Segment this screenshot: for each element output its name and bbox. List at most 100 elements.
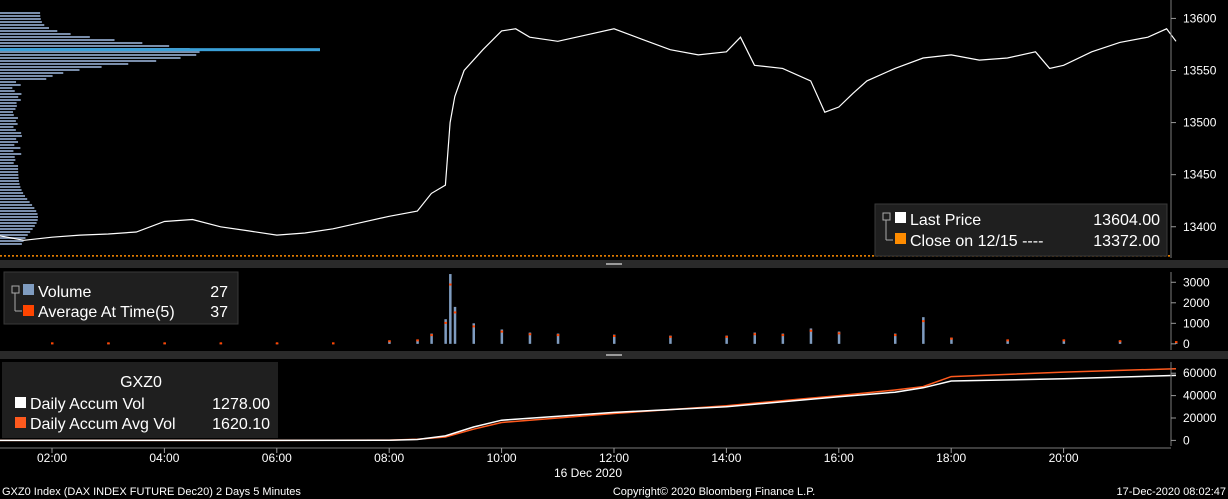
- average-at-time-dot: [669, 336, 672, 338]
- volume-profile-bar: [0, 15, 40, 17]
- volume-profile-bar: [0, 93, 21, 95]
- average-at-time-dot: [107, 342, 110, 344]
- volume-profile-bar: [0, 24, 44, 26]
- volume-tick-label: 0: [1183, 337, 1190, 351]
- close-swatch-icon: [895, 233, 906, 244]
- accum-avg-swatch-icon: [15, 417, 26, 428]
- volume-profile-bar: [0, 207, 34, 209]
- volume-profile-bar: [0, 159, 15, 161]
- avg-swatch-icon: [23, 305, 34, 316]
- footer-timestamp: 17-Dec-2020 08:02:47: [1117, 486, 1226, 498]
- volume-profile-bar: [0, 204, 32, 206]
- volume-profile-bar: [0, 219, 38, 221]
- volume-profile-bar: [0, 156, 15, 158]
- average-at-time-dot: [1063, 339, 1066, 341]
- volume-profile-bar: [0, 30, 57, 32]
- volume-profile-bar: [0, 69, 79, 71]
- volume-profile-bar: [0, 162, 14, 164]
- volume-profile-bar: [0, 147, 20, 149]
- volume-profile-bar: [0, 33, 71, 35]
- volume-profile-bar: [0, 198, 27, 200]
- volume-profile-bar: [0, 54, 196, 56]
- footer-security: GXZ0 Index (DAX INDEX FUTURE Dec20) 2 Da…: [2, 486, 301, 498]
- volume-profile-bar: [0, 102, 17, 104]
- accum-swatch-icon: [15, 397, 26, 408]
- accum-value: 1278.00: [212, 396, 270, 413]
- average-at-time-dot: [782, 334, 785, 336]
- volume-profile-bar: [0, 78, 46, 80]
- volume-profile-bar: [0, 60, 156, 62]
- last-price-label: Last Price: [910, 212, 981, 229]
- average-at-time-dot: [894, 334, 897, 336]
- time-tick-label: 14:00: [711, 451, 741, 465]
- volume-profile-bar: [0, 231, 30, 233]
- accumulated-legend[interactable]: GXZ0 Daily Accum Vol 1278.00 Daily Accum…: [2, 362, 278, 438]
- time-tick-label: 04:00: [149, 451, 179, 465]
- volume-profile-bar: [0, 123, 18, 125]
- average-at-time-dot: [950, 338, 953, 340]
- volume-profile-bar: [0, 66, 102, 68]
- volume-profile-bar: [0, 141, 18, 143]
- volume-profile-bar: [0, 117, 18, 119]
- price-legend[interactable]: Last Price 13604.00 Close on 12/15 ---- …: [875, 204, 1167, 256]
- date-label: 16 Dec 2020: [554, 466, 622, 480]
- volume-profile-bar: [0, 183, 20, 185]
- time-tick-label: 06:00: [262, 451, 292, 465]
- volume-profile-bar: [0, 180, 19, 182]
- volume-profile-bar: [0, 240, 24, 242]
- last-price-value: 13604.00: [1093, 212, 1160, 229]
- volume-profile-bar: [0, 114, 14, 116]
- time-tick-label: 10:00: [487, 451, 517, 465]
- volume-profile-bar: [0, 201, 30, 203]
- average-at-time-dot: [220, 342, 223, 344]
- volume-tick-label: 1000: [1183, 316, 1210, 330]
- volume-profile-bar: [0, 57, 181, 59]
- volume-profile-bar: [0, 87, 12, 89]
- volume-profile-bar: [0, 144, 14, 146]
- volume-profile-bar: [0, 90, 15, 92]
- average-at-time-dot: [449, 284, 452, 286]
- time-tick-label: 20:00: [1049, 451, 1079, 465]
- average-at-time-dot: [613, 335, 616, 337]
- volume-profile-bar: [0, 174, 18, 176]
- volume-profile-bar: [0, 108, 15, 110]
- volume-profile-bar: [0, 186, 20, 188]
- volume-profile-bar: [0, 105, 17, 107]
- accumulated-tick-label: 20000: [1183, 411, 1217, 425]
- volume-swatch-icon: [23, 284, 34, 295]
- volume-profile-bar: [0, 171, 18, 173]
- volume-profile-bar: [0, 243, 22, 245]
- volume-profile-bar: [0, 42, 142, 44]
- volume-value: 27: [210, 284, 228, 301]
- volume-profile-bar: [0, 72, 63, 74]
- time-tick-label: 02:00: [37, 451, 67, 465]
- volume-profile-peak-bar: [0, 48, 320, 51]
- volume-profile-bar: [0, 210, 36, 212]
- average-at-time-dot: [501, 331, 504, 333]
- average-at-time-dot: [725, 336, 728, 338]
- volume-profile-bar: [0, 126, 13, 128]
- volume-profile-bar: [0, 21, 42, 23]
- volume-profile-bar: [0, 138, 16, 140]
- volume-legend[interactable]: Volume 27 Average At Time(5) 37: [4, 272, 238, 324]
- avg-label: Average At Time(5): [38, 304, 175, 321]
- average-at-time-dot: [754, 333, 757, 335]
- average-at-time-dot: [557, 334, 560, 336]
- volume-profile-bar: [0, 153, 21, 155]
- volume-profile-bar: [0, 120, 16, 122]
- close-label: Close on 12/15 ----: [910, 233, 1043, 250]
- avg-value: 37: [210, 304, 228, 321]
- average-at-time-dot: [430, 334, 433, 336]
- volume-profile-bar: [0, 132, 21, 134]
- price-tick-label: 13550: [1183, 64, 1217, 78]
- average-at-time-dot: [454, 311, 457, 313]
- footer-copyright: Copyright© 2020 Bloomberg Finance L.P.: [613, 486, 815, 498]
- close-value: 13372.00: [1093, 233, 1160, 250]
- volume-profile-bar: [0, 225, 35, 227]
- volume-profile-bar: [0, 51, 200, 53]
- volume-profile-bar: [0, 189, 22, 191]
- average-at-time-dot: [922, 320, 925, 322]
- average-at-time-dot: [388, 340, 391, 342]
- volume-profile-bar: [0, 177, 19, 179]
